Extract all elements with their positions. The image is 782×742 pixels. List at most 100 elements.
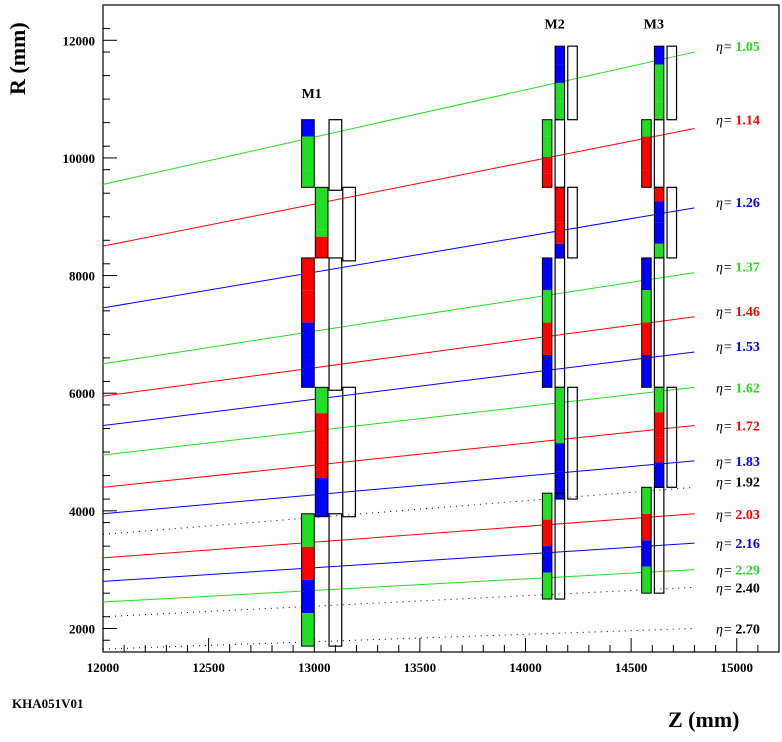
chamber-cell-red: [542, 322, 552, 355]
y-axis-title: R (mm): [5, 22, 30, 95]
eta-value: 1.53: [735, 340, 760, 355]
eta-line-1-72: [102, 425, 695, 488]
eta-symbol: η=: [716, 622, 732, 637]
chamber-cell-green: [301, 170, 315, 188]
chamber-cell-green: [555, 387, 565, 399]
chamber-cell-red: [301, 257, 315, 291]
chamber-outline: [641, 486, 652, 594]
chamber-outline: [641, 257, 652, 388]
chamber-cell-red: [315, 236, 328, 258]
chamber-cell-red: [555, 187, 565, 202]
eta-symbol: η=: [716, 475, 732, 490]
chamber-cell-blue: [555, 46, 565, 65]
chamber-cell-blue: [654, 46, 664, 65]
eta-line-1-92: [102, 486, 695, 535]
chamber-outline-empty: [342, 186, 357, 262]
eta-label-2-16: η= 2.16: [716, 537, 760, 552]
eta-symbol: η=: [716, 340, 732, 355]
plot-border: [102, 4, 780, 653]
chamber-cell-red: [315, 445, 328, 478]
chamber-cell-red: [301, 290, 315, 323]
chamber-cell-red: [542, 519, 552, 547]
chamber-outline-empty: [653, 119, 665, 188]
eta-symbol: η=: [716, 564, 732, 579]
eta-value: 1.37: [735, 261, 760, 276]
eta-value: 1.92: [735, 475, 760, 490]
eta-value: 2.29: [735, 564, 760, 579]
chamber-outline-empty: [666, 186, 678, 259]
chamber-outline-empty: [567, 45, 578, 121]
eta-symbol: η=: [716, 196, 732, 211]
chamber-outline-empty: [342, 386, 357, 518]
chamber-cell-green: [555, 398, 565, 444]
y-tick-label: 4000: [69, 504, 95, 519]
eta-symbol: η=: [716, 305, 732, 320]
chamber-cell-green: [301, 153, 315, 171]
eta-label-2-29: η= 2.29: [716, 564, 760, 579]
chamber-outline: [301, 119, 315, 188]
eta-symbol: η=: [716, 537, 732, 552]
chamber-cell-red: [641, 322, 652, 355]
chamber-cell-red: [654, 187, 664, 202]
eta-lines: [102, 51, 695, 650]
chamber-cell-red: [654, 437, 664, 463]
eta-line-1-53: [102, 351, 695, 427]
module-m3: M3: [641, 18, 678, 594]
chamber-cell-green: [555, 101, 565, 120]
chamber-cell-green: [301, 613, 315, 647]
chamber-outline-empty: [653, 257, 665, 388]
chamber-outline-empty: [567, 186, 578, 259]
eta-value: 1.83: [735, 455, 760, 470]
chamber-cell-blue: [641, 540, 652, 567]
chamber-cell-red: [641, 170, 652, 188]
eta-value: 1.14: [735, 114, 760, 129]
chamber-cell-green: [315, 187, 328, 209]
chamber-outline-empty: [554, 257, 566, 388]
eta-label-1-37: η= 1.37: [716, 261, 760, 276]
eta-line-2-03: [102, 513, 695, 559]
chamber-cell-blue: [555, 443, 565, 472]
chamber-cell-blue: [301, 119, 315, 137]
x-tick-label: 13000: [298, 660, 331, 675]
eta-line-1-62: [102, 386, 695, 456]
x-tick-label: 14500: [615, 660, 648, 675]
eta-label-1-62: η= 1.62: [716, 381, 760, 396]
figure-code-label: KHA051V01: [12, 696, 84, 711]
x-tick-label: 14000: [509, 660, 542, 675]
eta-line-1-26: [102, 207, 695, 309]
chamber-cell-green: [542, 119, 552, 137]
eta-symbol: η=: [716, 581, 732, 596]
chamber-cell-green: [641, 487, 652, 514]
chamber-cell-blue: [542, 354, 552, 388]
chamber-cell-red: [641, 513, 652, 541]
eta-line-2-29: [102, 569, 695, 603]
chamber-cell-red: [654, 412, 664, 438]
chamber-outline-empty: [554, 492, 566, 600]
eta-value: 2.70: [735, 622, 760, 637]
chamber-cell-blue: [654, 222, 664, 244]
chamber-cell-blue: [555, 471, 565, 500]
chamber-cell-green: [654, 243, 664, 258]
eta-symbol: η=: [716, 261, 732, 276]
eta-label-1-46: η= 1.46: [716, 305, 760, 320]
x-tick-label: 12000: [87, 660, 120, 675]
eta-symbol: η=: [716, 455, 732, 470]
x-axis-title: Z (mm): [668, 707, 739, 732]
y-tick-label: 8000: [69, 269, 95, 284]
eta-symbol: η=: [716, 40, 732, 55]
chamber-cell-red: [542, 173, 552, 188]
chamber-cell-green: [315, 208, 328, 230]
eta-line-1-05: [102, 51, 695, 185]
chamber-cell-blue: [641, 354, 652, 388]
eta-label-1-26: η= 1.26: [716, 196, 760, 211]
eta-label-2-40: η= 2.40: [716, 581, 760, 596]
chamber-cell-green: [542, 136, 552, 157]
chamber-outline-empty: [567, 386, 578, 500]
x-tick-label: 15000: [721, 660, 754, 675]
eta-line-2-40: [102, 586, 695, 618]
chamber-cell-red: [641, 136, 652, 154]
chamber-cell-red: [301, 546, 315, 580]
chamber-cell-green: [654, 101, 664, 120]
chamber-outline: [314, 386, 329, 518]
